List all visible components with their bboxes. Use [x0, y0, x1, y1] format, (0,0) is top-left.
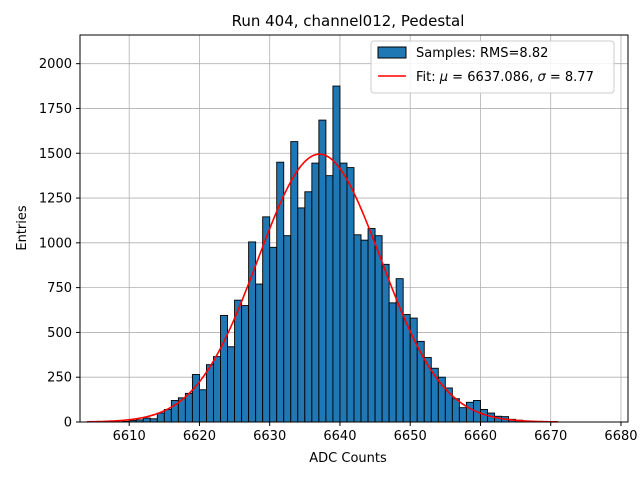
x-tick-label: 6610	[113, 429, 146, 444]
histogram-bar	[381, 263, 390, 423]
histogram-bar	[262, 216, 271, 423]
y-tick-label: 750	[47, 281, 72, 296]
histogram-bar	[255, 283, 264, 423]
histogram-bar	[332, 85, 341, 423]
histogram-bar	[297, 207, 306, 423]
histogram-bar	[353, 234, 362, 423]
histogram-bar	[311, 162, 320, 423]
histogram-bar	[374, 235, 383, 423]
legend: Samples: RMS=8.82 Fit: μ = 6637.086, σ =…	[370, 40, 615, 94]
histogram-bar	[198, 389, 207, 423]
histogram-bar	[325, 175, 334, 423]
histogram-bar	[283, 235, 292, 423]
histogram-bar	[269, 246, 278, 423]
x-tick-label: 6670	[534, 429, 567, 444]
x-tick-label: 6640	[323, 429, 356, 444]
histogram-bar	[184, 392, 193, 423]
histogram-bar	[458, 407, 467, 423]
y-tick-label: 0	[64, 416, 72, 431]
histogram-bar	[163, 409, 172, 423]
y-tick-label: 1250	[39, 192, 72, 207]
histogram-bar	[465, 401, 474, 423]
y-tick-label: 2000	[39, 57, 72, 72]
y-tick-label: 500	[47, 326, 72, 341]
x-tick-label: 6650	[394, 429, 427, 444]
x-tick-label: 6660	[464, 429, 497, 444]
histogram-bar	[367, 228, 376, 423]
x-tick-label: 6630	[253, 429, 286, 444]
x-axis-ticks: 6610 6620 6630 6640 6650 6660 6670 6680	[113, 422, 638, 444]
histogram-bar	[156, 412, 165, 423]
y-axis-ticks: 0 250 500 750 1000 1250 1500 1750 2000	[39, 57, 80, 431]
histogram-bar	[276, 161, 285, 423]
histogram-bar	[220, 314, 228, 423]
histogram-bar	[206, 364, 214, 423]
histogram-bar	[388, 302, 397, 423]
axes-frame	[79, 34, 629, 423]
y-tick-label: 250	[47, 371, 72, 386]
x-tick-label: 6680	[604, 429, 637, 444]
legend-swatch-histogram	[377, 46, 407, 59]
y-tick-label: 1500	[39, 147, 72, 162]
legend-label-histogram: Samples: RMS=8.82	[416, 46, 548, 61]
histogram-bar	[241, 305, 250, 423]
histogram-bars	[121, 85, 559, 423]
histogram-bar	[213, 356, 221, 423]
histogram-bar	[290, 141, 299, 423]
histogram-bar	[346, 167, 355, 423]
histogram-bar	[318, 119, 327, 423]
x-tick-label: 6620	[183, 429, 216, 444]
fit-curve	[87, 153, 558, 423]
histogram-bar	[360, 239, 369, 423]
legend-box	[370, 40, 615, 94]
x-axis-title: ADC Counts	[309, 451, 387, 466]
y-axis-title: Entries	[15, 205, 30, 251]
chart-title: Run 404, channel012, Pedestal	[232, 12, 465, 30]
histogram-bar	[339, 162, 348, 423]
histogram-bar	[423, 357, 432, 423]
histogram-bar	[234, 299, 243, 423]
histogram-bar	[227, 346, 236, 423]
y-tick-label: 1000	[39, 236, 72, 251]
histogram-bar	[191, 374, 200, 423]
legend-label-fit: Fit: μ = 6637.086, σ = 8.77	[416, 70, 594, 85]
histogram-bar	[142, 417, 151, 423]
histogram-bar	[451, 398, 460, 423]
y-tick-label: 1750	[39, 102, 72, 117]
histogram-bar	[304, 191, 313, 423]
